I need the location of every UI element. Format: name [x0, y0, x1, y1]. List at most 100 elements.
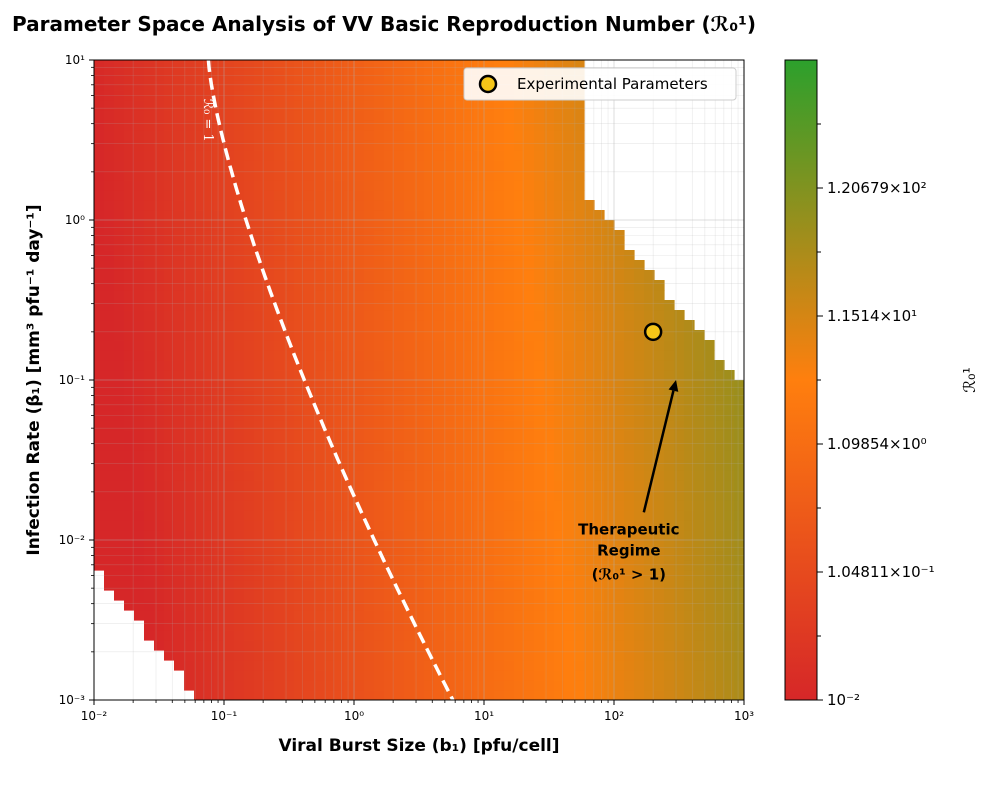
- heatmap-cell: [334, 590, 345, 601]
- heatmap-cell: [704, 590, 715, 601]
- heatmap-cell: [254, 130, 265, 141]
- heatmap-cell: [324, 620, 335, 631]
- heatmap-cell: [604, 230, 615, 241]
- heatmap-cell: [544, 280, 555, 291]
- heatmap-cell: [364, 430, 375, 441]
- heatmap-cell: [314, 130, 325, 141]
- heatmap-cell: [424, 170, 435, 181]
- heatmap-cell: [274, 90, 285, 101]
- heatmap-cell: [174, 660, 185, 671]
- heatmap-cell: [324, 230, 335, 241]
- heatmap-cell: [124, 450, 135, 461]
- heatmap-cell: [664, 430, 675, 441]
- heatmap-cell: [484, 140, 495, 151]
- heatmap-cell: [544, 570, 555, 581]
- heatmap-cell: [584, 210, 595, 221]
- heatmap-cell: [114, 340, 125, 351]
- heatmap-cell: [594, 250, 605, 261]
- heatmap-cell: [374, 660, 385, 671]
- heatmap-cell: [164, 190, 175, 201]
- heatmap-cell: [184, 630, 195, 641]
- heatmap-cell: [304, 530, 315, 541]
- heatmap-cell: [384, 180, 395, 191]
- heatmap-cell: [364, 220, 375, 231]
- heatmap-cell: [444, 640, 455, 651]
- heatmap-cell: [454, 130, 465, 141]
- heatmap-cell: [484, 280, 495, 291]
- heatmap-cell: [444, 390, 455, 401]
- heatmap-cell: [184, 580, 195, 591]
- heatmap-cell: [674, 630, 685, 641]
- heatmap-cell: [464, 650, 475, 661]
- heatmap-cell: [604, 410, 615, 421]
- heatmap-cell: [444, 530, 455, 541]
- heatmap-cell: [204, 620, 215, 631]
- heatmap-cell: [554, 220, 565, 231]
- heatmap-cell: [514, 650, 525, 661]
- heatmap-cell: [344, 610, 355, 621]
- heatmap-cell: [514, 310, 525, 321]
- heatmap-cell: [434, 540, 445, 551]
- heatmap-cell: [544, 230, 555, 241]
- heatmap-cell: [484, 600, 495, 611]
- heatmap-cell: [264, 320, 275, 331]
- heatmap-cell: [304, 440, 315, 451]
- heatmap-cell: [714, 370, 725, 381]
- heatmap-cell: [194, 170, 205, 181]
- heatmap-cell: [364, 90, 375, 101]
- heatmap-cell: [194, 320, 205, 331]
- heatmap-cell: [124, 250, 135, 261]
- heatmap-cell: [394, 210, 405, 221]
- heatmap-cell: [114, 480, 125, 491]
- heatmap-cell: [644, 560, 655, 571]
- heatmap-cell: [354, 360, 365, 371]
- chart-title: Parameter Space Analysis of VV Basic Rep…: [12, 12, 756, 36]
- heatmap-cell: [514, 240, 525, 251]
- experimental-point[interactable]: [643, 322, 663, 342]
- heatmap-cell: [344, 510, 355, 521]
- heatmap-cell: [114, 200, 125, 211]
- heatmap-cell: [284, 230, 295, 241]
- heatmap-cell: [604, 560, 615, 571]
- heatmap-cell: [114, 580, 125, 591]
- heatmap-cell: [144, 500, 155, 511]
- heatmap-cell: [304, 210, 315, 221]
- heatmap-cell: [594, 600, 605, 611]
- heatmap-cell: [164, 520, 175, 531]
- heatmap-cell: [424, 520, 435, 531]
- heatmap-cell: [554, 240, 565, 251]
- heatmap-cell: [544, 410, 555, 421]
- heatmap-cell: [294, 150, 305, 161]
- heatmap-cell: [564, 180, 575, 191]
- heatmap-cell: [234, 660, 245, 671]
- heatmap-cell: [324, 540, 335, 551]
- heatmap-cell: [554, 160, 565, 171]
- heatmap-cell: [224, 340, 235, 351]
- heatmap-cell: [264, 580, 275, 591]
- heatmap-cell: [334, 430, 345, 441]
- heatmap-cell: [634, 560, 645, 571]
- heatmap-cell: [334, 80, 345, 91]
- heatmap-cell: [294, 590, 305, 601]
- heatmap-cell: [304, 430, 315, 441]
- heatmap-cell: [144, 200, 155, 211]
- heatmap-cell: [464, 670, 475, 681]
- heatmap-cell: [524, 230, 535, 241]
- heatmap-cell: [454, 660, 465, 671]
- heatmap-cell: [654, 380, 665, 391]
- heatmap-cell: [234, 170, 245, 181]
- heatmap-cell: [704, 680, 715, 691]
- heatmap-cell: [324, 660, 335, 671]
- heatmap-cell: [494, 490, 505, 501]
- heatmap-cell: [304, 90, 315, 101]
- heatmap-cell: [664, 600, 675, 611]
- heatmap-cell: [644, 610, 655, 621]
- heatmap-cell: [414, 420, 425, 431]
- heatmap-cell: [324, 80, 335, 91]
- heatmap-cell: [624, 500, 635, 511]
- heatmap-cell: [514, 380, 525, 391]
- heatmap-cell: [234, 140, 245, 151]
- heatmap-cell: [424, 230, 435, 241]
- heatmap-cell: [104, 360, 115, 371]
- heatmap-cell: [434, 530, 445, 541]
